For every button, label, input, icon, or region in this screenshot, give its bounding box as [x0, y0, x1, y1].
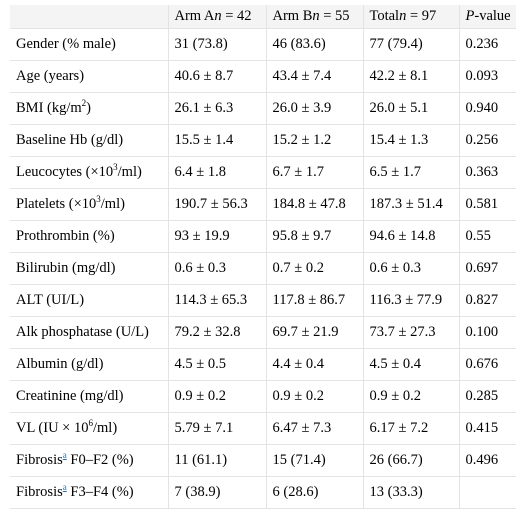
header-variable: [10, 5, 169, 29]
total-value: 0.9 ± 0.2: [363, 380, 460, 413]
footnote-link[interactable]: a: [62, 450, 67, 460]
table-row: Prothrombin (%) 93 ± 19.9 95.8 ± 9.7 94.6 ±…: [10, 220, 516, 253]
row-label: Gender (% male): [10, 28, 169, 61]
arm-b-value: 0.7 ± 0.2: [266, 252, 364, 285]
row-label: Bilirubin (mg/dl): [10, 252, 169, 285]
table-row: Gender (% male) 31 (73.8) 46 (83.6) 77 (79.…: [10, 28, 516, 61]
row-label: Albumin (g/dl): [10, 348, 169, 381]
p-value: 0.256: [459, 124, 516, 157]
table-row: BMI (kg/m2) 26.1 ± 6.3 26.0 ± 3.9 26.0 ± 5.…: [10, 92, 516, 125]
row-label: Platelets (×103/ml): [10, 188, 169, 221]
row-label: VL (IU × 106/ml): [10, 412, 169, 445]
total-value: 6.5 ± 1.7: [363, 156, 460, 189]
p-value: 0.100: [459, 316, 516, 349]
arm-a-value: 31 (73.8): [168, 28, 267, 61]
table-row: Leucocytes (×103/ml) 6.4 ± 1.8 6.7 ± 1.7 6.…: [10, 156, 516, 189]
total-value: 13 (33.3): [363, 476, 460, 509]
header-arm-a: Arm An = 42: [168, 5, 267, 29]
table-row: Bilirubin (mg/dl) 0.6 ± 0.3 0.7 ± 0.2 0.6 ±…: [10, 252, 516, 285]
arm-a-value: 40.6 ± 8.7: [168, 60, 267, 93]
p-value: 0.363: [459, 156, 516, 189]
arm-a-value: 15.5 ± 1.4: [168, 124, 267, 157]
total-value: 187.3 ± 51.4: [363, 188, 460, 221]
table-row: Baseline Hb (g/dl) 15.5 ± 1.4 15.2 ± 1.2 15…: [10, 124, 516, 157]
arm-a-value: 5.79 ± 7.1: [168, 412, 267, 445]
arm-b-value: 117.8 ± 86.7: [266, 284, 364, 317]
arm-a-value: 0.9 ± 0.2: [168, 380, 267, 413]
arm-b-value: 69.7 ± 21.9: [266, 316, 364, 349]
p-value: [459, 476, 516, 509]
total-value: 73.7 ± 27.3: [363, 316, 460, 349]
arm-b-value: 46 (83.6): [266, 28, 364, 61]
p-value: 0.285: [459, 380, 516, 413]
row-label: Creatinine (mg/dl): [10, 380, 169, 413]
total-value: 77 (79.4): [363, 28, 460, 61]
arm-b-value: 6.47 ± 7.3: [266, 412, 364, 445]
arm-b-value: 4.4 ± 0.4: [266, 348, 364, 381]
total-value: 4.5 ± 0.4: [363, 348, 460, 381]
table-row: VL (IU × 106/ml) 5.79 ± 7.1 6.47 ± 7.3 6.17…: [10, 412, 516, 445]
total-value: 6.17 ± 7.2: [363, 412, 460, 445]
total-value: 26.0 ± 5.1: [363, 92, 460, 125]
total-value: 26 (66.7): [363, 444, 460, 477]
arm-b-value: 15 (71.4): [266, 444, 364, 477]
arm-a-value: 0.6 ± 0.3: [168, 252, 267, 285]
arm-b-value: 95.8 ± 9.7: [266, 220, 364, 253]
table-row: Fibrosisa F0–F2 (%) 11 (61.1) 15 (71.4) 26 …: [10, 444, 516, 477]
table-row: Fibrosisa F3–F4 (%) 7 (38.9) 6 (28.6) 13 (3…: [10, 476, 516, 509]
p-value: 0.676: [459, 348, 516, 381]
arm-b-value: 6 (28.6): [266, 476, 364, 509]
arm-b-value: 0.9 ± 0.2: [266, 380, 364, 413]
arm-b-value: 15.2 ± 1.2: [266, 124, 364, 157]
p-value: 0.55: [459, 220, 516, 253]
table-row: ALT (UI/L) 114.3 ± 65.3 117.8 ± 86.7 116.3 …: [10, 284, 516, 317]
arm-a-value: 6.4 ± 1.8: [168, 156, 267, 189]
arm-b-value: 43.4 ± 7.4: [266, 60, 364, 93]
p-value: 0.496: [459, 444, 516, 477]
p-value: 0.581: [459, 188, 516, 221]
arm-a-value: 93 ± 19.9: [168, 220, 267, 253]
arm-b-value: 6.7 ± 1.7: [266, 156, 364, 189]
header-total: Totaln = 97: [363, 5, 460, 29]
total-value: 94.6 ± 14.8: [363, 220, 460, 253]
arm-b-value: 184.8 ± 47.8: [266, 188, 364, 221]
total-value: 42.2 ± 8.1: [363, 60, 460, 93]
table-row: Age (years) 40.6 ± 8.7 43.4 ± 7.4 42.2 ± 8.…: [10, 60, 516, 93]
table-row: Creatinine (mg/dl) 0.9 ± 0.2 0.9 ± 0.2 0.9 …: [10, 380, 516, 413]
total-value: 15.4 ± 1.3: [363, 124, 460, 157]
p-value: 0.827: [459, 284, 516, 317]
total-value: 116.3 ± 77.9: [363, 284, 460, 317]
arm-a-value: 11 (61.1): [168, 444, 267, 477]
arm-a-value: 4.5 ± 0.5: [168, 348, 267, 381]
row-label: Alk phosphatase (U/L): [10, 316, 169, 349]
p-value: 0.697: [459, 252, 516, 285]
row-label: Leucocytes (×103/ml): [10, 156, 169, 189]
row-label: Baseline Hb (g/dl): [10, 124, 169, 157]
table-row: Platelets (×103/ml) 190.7 ± 56.3 184.8 ± 4…: [10, 188, 516, 221]
row-label: Fibrosisa F3–F4 (%): [10, 476, 169, 509]
header-pvalue: P-value: [459, 5, 516, 29]
footnote-link[interactable]: a: [62, 482, 67, 492]
arm-a-value: 190.7 ± 56.3: [168, 188, 267, 221]
arm-a-value: 114.3 ± 65.3: [168, 284, 267, 317]
p-value: 0.415: [459, 412, 516, 445]
row-label: Prothrombin (%): [10, 220, 169, 253]
table-row: Alk phosphatase (U/L) 79.2 ± 32.8 69.7 ± 2…: [10, 316, 516, 349]
arm-a-value: 26.1 ± 6.3: [168, 92, 267, 125]
row-label: Fibrosisa F0–F2 (%): [10, 444, 169, 477]
table-header-row: Arm An = 42 Arm Bn = 55 Totaln = 97 P-va…: [10, 5, 516, 29]
arm-a-value: 7 (38.9): [168, 476, 267, 509]
row-label: ALT (UI/L): [10, 284, 169, 317]
p-value: 0.236: [459, 28, 516, 61]
p-value: 0.940: [459, 92, 516, 125]
baseline-characteristics-table: Arm An = 42 Arm Bn = 55 Totaln = 97 P-va…: [10, 5, 516, 509]
table-row: Albumin (g/dl) 4.5 ± 0.5 4.4 ± 0.4 4.5 ± 0.…: [10, 348, 516, 381]
arm-b-value: 26.0 ± 3.9: [266, 92, 364, 125]
row-label: Age (years): [10, 60, 169, 93]
arm-a-value: 79.2 ± 32.8: [168, 316, 267, 349]
header-arm-b: Arm Bn = 55: [266, 5, 364, 29]
total-value: 0.6 ± 0.3: [363, 252, 460, 285]
p-value: 0.093: [459, 60, 516, 93]
row-label: BMI (kg/m2): [10, 92, 169, 125]
